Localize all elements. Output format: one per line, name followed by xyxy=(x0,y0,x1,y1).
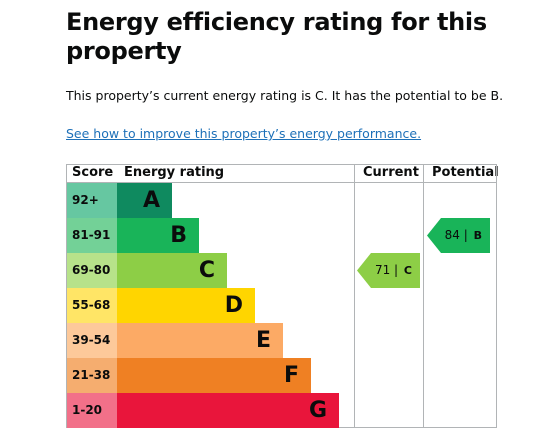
table-bottom-border xyxy=(66,427,497,428)
table-column-border xyxy=(66,164,67,428)
band-score-g: 1-20 xyxy=(67,393,117,428)
band-bar-f: F xyxy=(117,358,311,393)
potential-rating-arrow-shape xyxy=(427,218,490,253)
band-bar-c: C xyxy=(117,253,227,288)
current-column-header: Current xyxy=(363,165,419,180)
band-bar-a: A xyxy=(117,183,172,218)
potential-rating-arrow-label: 84 | B xyxy=(444,228,482,242)
rating-column-header: Energy rating xyxy=(124,165,225,180)
current-rating-arrow-label: 71 | C xyxy=(374,263,412,277)
current-rating-arrow: 71 | C xyxy=(357,253,420,288)
band-letter: A xyxy=(142,188,160,213)
improve-performance-link[interactable]: See how to improve this property’s energ… xyxy=(66,126,422,141)
current-rating-arrow-shape xyxy=(357,253,420,288)
potential-rating-arrow-band: B xyxy=(473,229,482,242)
score-column-header: Score xyxy=(72,165,114,180)
band-score-b: 81-91 xyxy=(67,218,117,253)
table-column-border xyxy=(423,164,424,428)
band-bar-d: D xyxy=(117,288,255,323)
potential-rating-arrow-fill xyxy=(427,218,490,253)
table-top-border xyxy=(66,164,497,165)
band-score-e: 39-54 xyxy=(67,323,117,358)
band-bar-g: G xyxy=(117,393,339,428)
band-letter: G xyxy=(308,398,327,423)
table-header-divider xyxy=(66,182,497,183)
potential-column-header: Potential xyxy=(432,165,499,180)
band-score-f: 21-38 xyxy=(67,358,117,393)
band-letter: C xyxy=(198,258,215,283)
potential-rating-arrow: 84 | B xyxy=(427,218,490,253)
band-letter: E xyxy=(255,328,271,353)
band-letter: F xyxy=(283,363,299,388)
current-rating-arrow-fill xyxy=(357,253,420,288)
rating-summary: This property’s current energy rating is… xyxy=(66,88,504,103)
band-letter: B xyxy=(170,223,187,248)
band-letter: D xyxy=(224,293,243,318)
table-column-border xyxy=(496,164,497,428)
page-title: Energy efficiency rating for this proper… xyxy=(66,8,487,65)
current-rating-arrow-band: C xyxy=(403,264,412,277)
band-bar-b: B xyxy=(117,218,199,253)
band-bar-e: E xyxy=(117,323,283,358)
band-score-a: 92+ xyxy=(67,183,117,218)
table-column-border xyxy=(354,164,355,428)
band-score-d: 55-68 xyxy=(67,288,117,323)
band-score-c: 69-80 xyxy=(67,253,117,288)
